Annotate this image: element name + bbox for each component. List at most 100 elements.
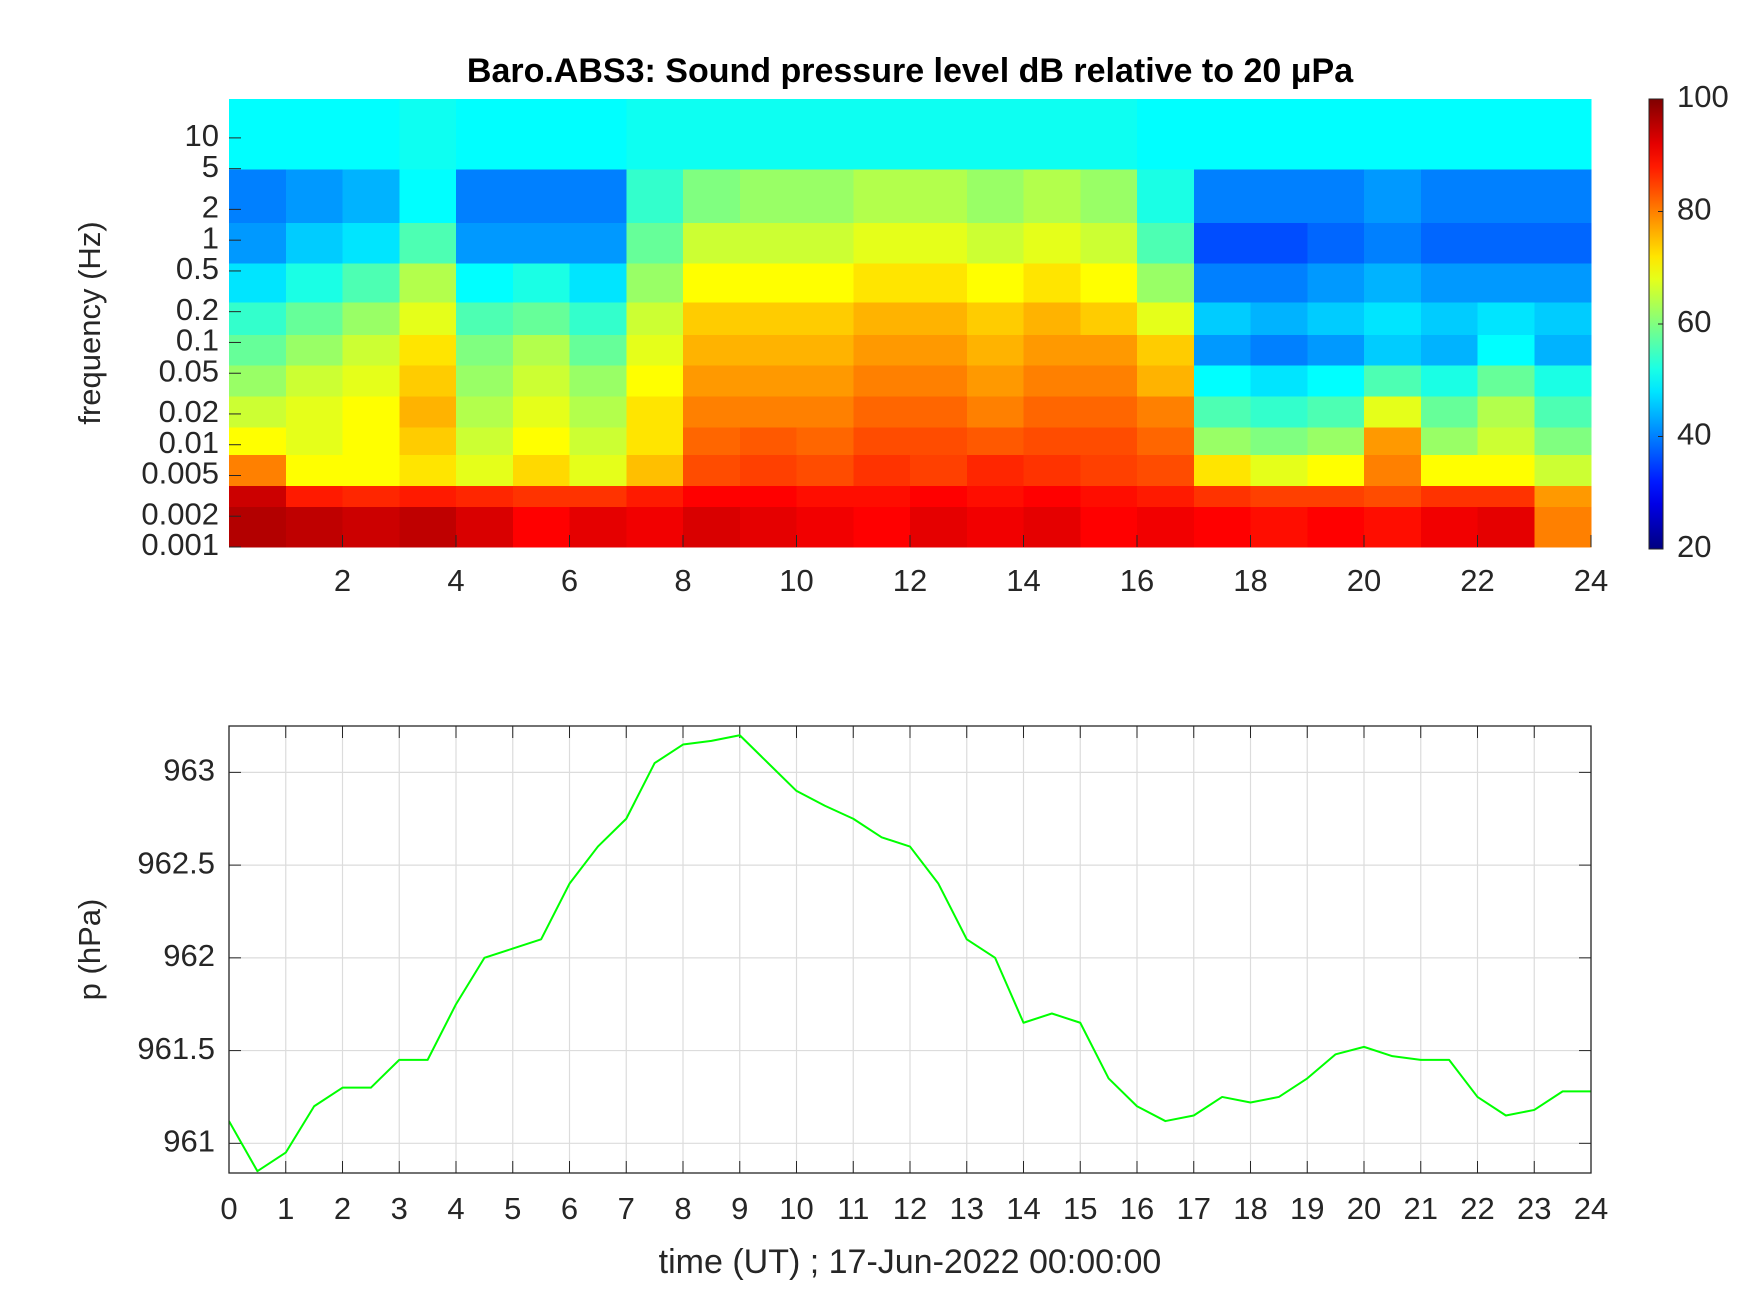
heatmap-cell <box>1534 506 1592 548</box>
heatmap-cell <box>1420 365 1479 397</box>
heatmap-cell <box>1137 426 1195 456</box>
heatmap-cell <box>456 426 514 456</box>
x-tick-label: 16 <box>1120 563 1154 598</box>
heatmap-cell <box>399 168 457 223</box>
heatmap-cell <box>626 334 684 366</box>
x-tick-label: 8 <box>674 563 691 598</box>
heatmap-cell <box>1477 485 1535 507</box>
line-series <box>229 734 1591 1173</box>
x-tick-label: 7 <box>618 1191 635 1226</box>
x-tick-label: 1 <box>277 1191 294 1226</box>
heatmap-cell <box>739 485 798 507</box>
y-tick-label: 961 <box>163 1124 215 1159</box>
heatmap-cell <box>456 99 514 170</box>
y-tick-label: 1 <box>202 220 219 255</box>
heatmap-cell <box>512 365 571 397</box>
heatmap-cell <box>1307 301 1365 335</box>
heatmap-cell <box>569 426 627 456</box>
heatmap-cell <box>796 426 854 456</box>
heatmap-cell <box>1307 168 1365 223</box>
x-tick-label: 8 <box>674 1191 691 1226</box>
x-tick-label: 18 <box>1233 563 1267 598</box>
heatmap-cell <box>399 365 457 397</box>
heatmap-cell <box>683 506 741 548</box>
heatmap-cell <box>796 262 854 303</box>
heatmap-cell <box>399 485 457 507</box>
heatmap-cell <box>1023 426 1081 456</box>
heatmap-cell <box>966 262 1025 303</box>
x-tick-label: 22 <box>1460 563 1494 598</box>
heatmap-cell <box>512 334 571 366</box>
heatmap-cell <box>512 426 571 456</box>
heatmap-cell <box>853 365 911 397</box>
y-tick-label: 0.002 <box>141 496 219 531</box>
heatmap-cell <box>966 334 1025 366</box>
heatmap-cell <box>683 426 741 456</box>
heatmap-cell <box>1023 262 1081 303</box>
heatmap-cell <box>1193 506 1252 548</box>
heatmap-cell <box>342 334 400 366</box>
heatmap-cell <box>456 301 514 335</box>
heatmap-cell <box>683 262 741 303</box>
heatmap-cell <box>910 454 968 487</box>
heatmap-cell <box>1250 454 1308 487</box>
heatmap-cell <box>569 506 627 548</box>
heatmap-cell <box>1137 454 1195 487</box>
heatmap-cell <box>683 222 741 264</box>
heatmap-cell <box>569 365 627 397</box>
heatmap-cell <box>853 301 911 335</box>
x-tick-label: 12 <box>893 1191 927 1226</box>
heatmap-cell <box>569 395 627 428</box>
heatmap-cell <box>1477 395 1535 428</box>
heatmap-cell <box>229 262 287 303</box>
x-tick-label: 4 <box>447 563 464 598</box>
heatmap-cell <box>1137 506 1195 548</box>
heatmap-cell <box>1534 485 1592 507</box>
heatmap-cell <box>1023 506 1081 548</box>
heatmap-cell <box>626 365 684 397</box>
heatmap-cell <box>1307 506 1365 548</box>
heatmap-cell <box>229 301 287 335</box>
heatmap-cell <box>910 334 968 366</box>
heatmap-cell <box>1364 99 1422 170</box>
heatmap-cell <box>796 454 854 487</box>
heatmap-cell <box>512 262 571 303</box>
heatmap-cell <box>626 454 684 487</box>
heatmap-cell <box>1193 426 1252 456</box>
heatmap-cell <box>739 262 798 303</box>
heatmap-cell <box>1193 168 1252 223</box>
heatmap-cell <box>285 454 344 487</box>
heatmap-cell <box>1534 168 1592 223</box>
heatmap-cell <box>1307 262 1365 303</box>
heatmap-cell <box>1137 395 1195 428</box>
heatmap-cell <box>1250 262 1308 303</box>
x-tick-label: 23 <box>1517 1191 1551 1226</box>
y-tick-label: 0.001 <box>141 527 219 562</box>
heatmap-cell <box>1023 485 1081 507</box>
x-axis-label: time (UT) ; 17-Jun-2022 00:00:00 <box>659 1243 1162 1281</box>
y-tick-label: 0.005 <box>141 456 219 491</box>
heatmap-cell <box>683 485 741 507</box>
heatmap-cell <box>512 168 571 223</box>
heatmap-cell <box>399 301 457 335</box>
heatmap-cell <box>853 454 911 487</box>
y-tick-label: 0.2 <box>176 292 219 327</box>
heatmap-cell <box>910 485 968 507</box>
x-tick-label: 18 <box>1233 1191 1267 1226</box>
x-tick-label: 10 <box>779 563 813 598</box>
x-tick-label: 16 <box>1120 1191 1154 1226</box>
heatmap-cell <box>1193 485 1252 507</box>
heatmap-cell <box>739 365 798 397</box>
heatmap-cell <box>1307 222 1365 264</box>
heatmap-cell <box>1080 301 1138 335</box>
heatmap-cell <box>626 222 684 264</box>
axes-frame <box>228 725 1592 1174</box>
heatmap-cell <box>1534 222 1592 264</box>
heatmap-cell <box>1534 262 1592 303</box>
heatmap-cell <box>1023 222 1081 264</box>
heatmap-cell <box>626 485 684 507</box>
heatmap-cell <box>1364 426 1422 456</box>
heatmap-cell <box>1023 395 1081 428</box>
heatmap-cell <box>512 454 571 487</box>
heatmap-cell <box>1420 334 1479 366</box>
